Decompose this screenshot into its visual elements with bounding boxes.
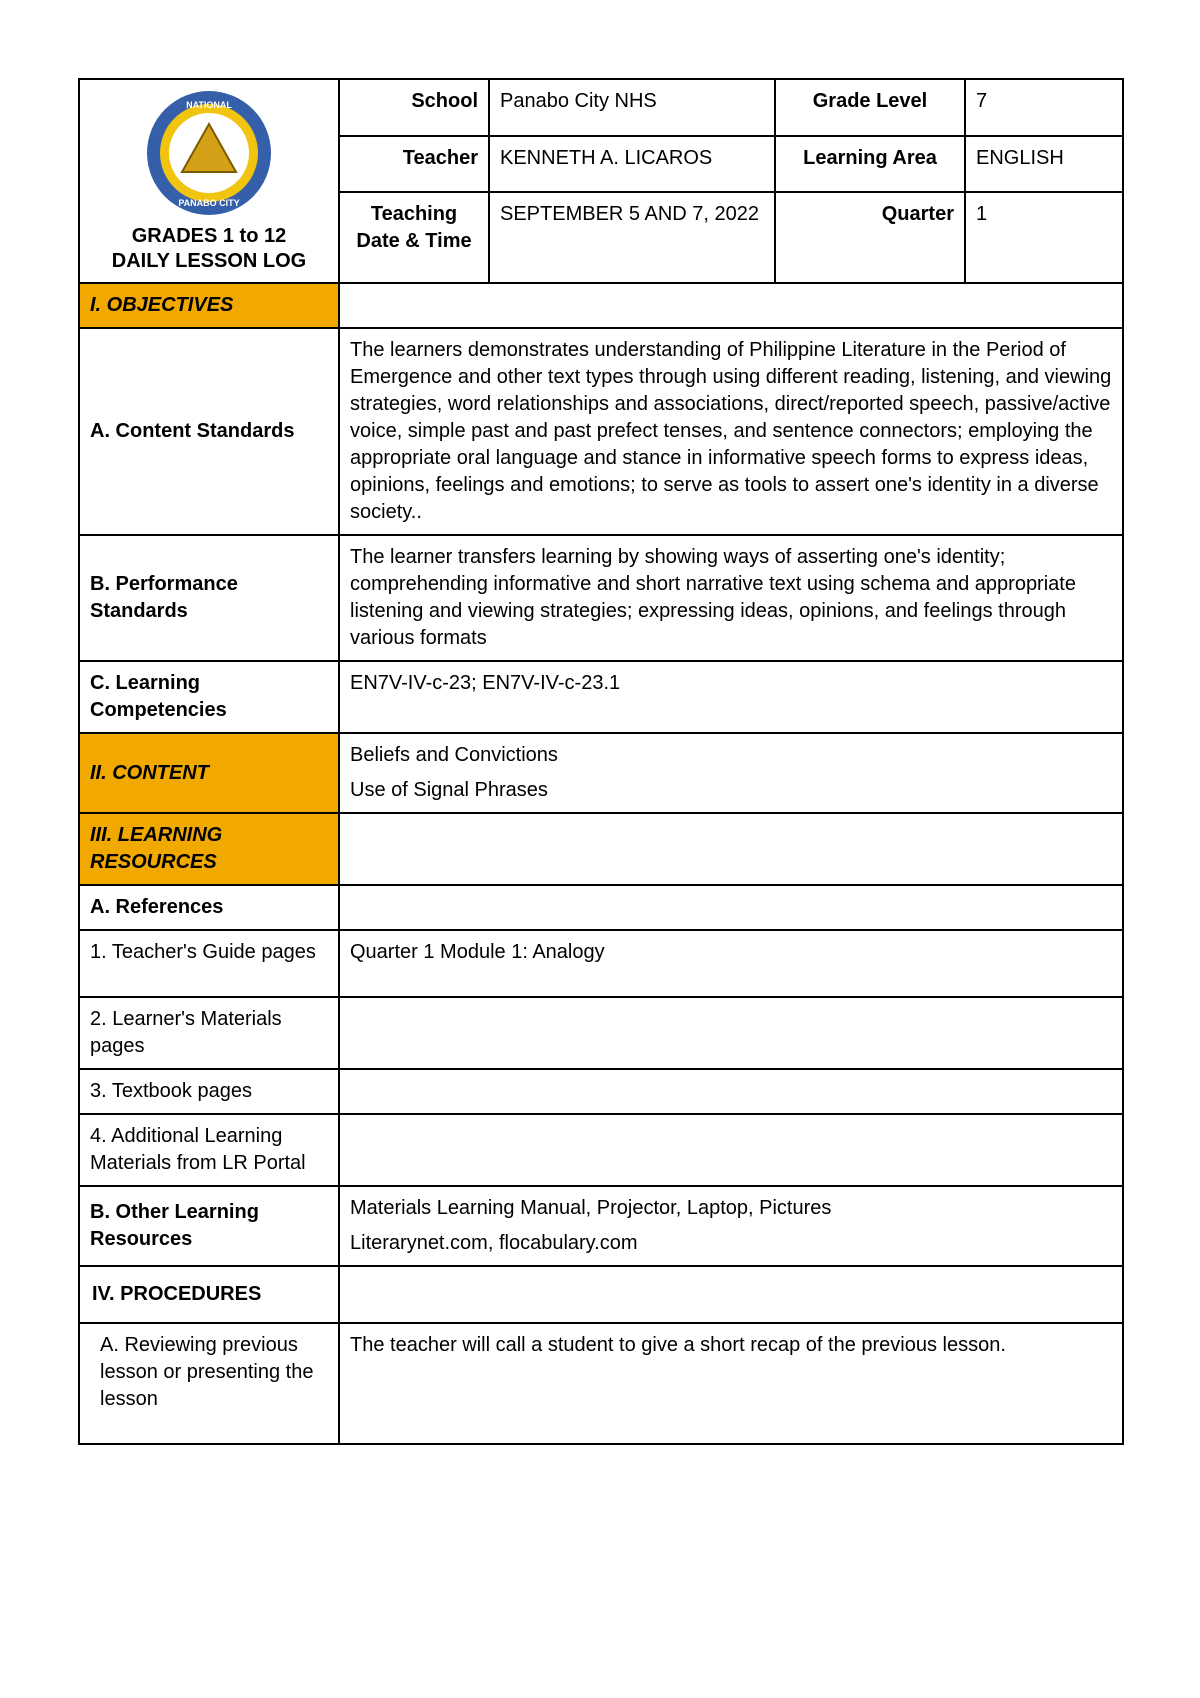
other-line-2: Literarynet.com, flocabulary.com [350,1230,1112,1257]
text-learning-competencies: EN7V-IV-c-23; EN7V-IV-c-23.1 [339,661,1123,733]
row-other: B. Other Learning Resources Materials Le… [79,1186,1123,1266]
header-title-2: DAILY LESSON LOG [90,249,328,274]
other-line-1: Materials Learning Manual, Projector, La… [350,1195,1112,1222]
row-resources: III. LEARNING RESOURCES [79,813,1123,885]
value-grade: 7 [965,79,1123,136]
content-line-1: Beliefs and Convictions [350,742,1112,769]
row-content: II. CONTENT Beliefs and Convictions Use … [79,733,1123,813]
label-grade: Grade Level [775,79,965,136]
label-school: School [339,79,489,136]
label-teacher: Teacher [339,136,489,193]
logo-title-cell: NATIONAL PANABO CITY GRADES 1 to 12 DAIL… [79,79,339,283]
row-lm: 2. Learner's Materials pages [79,997,1123,1069]
row-references: A. References [79,885,1123,930]
text-proc-a: The teacher will call a student to give … [339,1323,1123,1444]
svg-text:PANABO CITY: PANABO CITY [178,198,239,208]
references-blank [339,885,1123,930]
value-school: Panabo City NHS [489,79,775,136]
resources-blank [339,813,1123,885]
label-content-standards: A. Content Standards [79,328,339,535]
row-learning-competencies: C. Learning Competencies EN7V-IV-c-23; E… [79,661,1123,733]
content-line-2: Use of Signal Phrases [350,777,1112,804]
value-teacher: KENNETH A. LICAROS [489,136,775,193]
row-content-standards: A. Content Standards The learners demons… [79,328,1123,535]
row-procedures: IV. PROCEDURES [79,1266,1123,1323]
label-quarter: Quarter [775,192,965,283]
row-lr: 4. Additional Learning Materials from LR… [79,1114,1123,1186]
row-proc-a: A. Reviewing previous lesson or presenti… [79,1323,1123,1444]
label-tg: 1. Teacher's Guide pages [79,930,339,997]
procedures-blank [339,1266,1123,1323]
svg-text:NATIONAL: NATIONAL [186,100,232,110]
label-other: B. Other Learning Resources [79,1186,339,1266]
label-proc-a: A. Reviewing previous lesson or presenti… [79,1323,339,1444]
section-content: II. CONTENT [79,733,339,813]
label-area: Learning Area [775,136,965,193]
text-content: Beliefs and Convictions Use of Signal Ph… [339,733,1123,813]
lm-blank [339,997,1123,1069]
objectives-blank [339,283,1123,328]
label-references: A. References [79,885,339,930]
section-resources: III. LEARNING RESOURCES [79,813,339,885]
value-quarter: 1 [965,192,1123,283]
section-procedures: IV. PROCEDURES [79,1266,339,1323]
text-other: Materials Learning Manual, Projector, La… [339,1186,1123,1266]
header-title-1: GRADES 1 to 12 [90,224,328,249]
tb-blank [339,1069,1123,1114]
header-row-1: NATIONAL PANABO CITY GRADES 1 to 12 DAIL… [79,79,1123,136]
row-performance-standards: B. Performance Standards The learner tra… [79,535,1123,661]
value-date: SEPTEMBER 5 AND 7, 2022 [489,192,775,283]
section-objectives: I. OBJECTIVES [79,283,339,328]
label-lr: 4. Additional Learning Materials from LR… [79,1114,339,1186]
school-logo-icon: NATIONAL PANABO CITY [144,88,274,218]
label-date: Teaching Date & Time [339,192,489,283]
value-area: ENGLISH [965,136,1123,193]
row-objectives: I. OBJECTIVES [79,283,1123,328]
text-performance-standards: The learner transfers learning by showin… [339,535,1123,661]
page: NATIONAL PANABO CITY GRADES 1 to 12 DAIL… [0,0,1200,1698]
row-tb: 3. Textbook pages [79,1069,1123,1114]
label-performance-standards: B. Performance Standards [79,535,339,661]
lesson-log-table: NATIONAL PANABO CITY GRADES 1 to 12 DAIL… [78,78,1124,1445]
label-learning-competencies: C. Learning Competencies [79,661,339,733]
text-content-standards: The learners demonstrates understanding … [339,328,1123,535]
label-tb: 3. Textbook pages [79,1069,339,1114]
text-tg: Quarter 1 Module 1: Analogy [339,930,1123,997]
label-lm: 2. Learner's Materials pages [79,997,339,1069]
lr-blank [339,1114,1123,1186]
row-tg: 1. Teacher's Guide pages Quarter 1 Modul… [79,930,1123,997]
